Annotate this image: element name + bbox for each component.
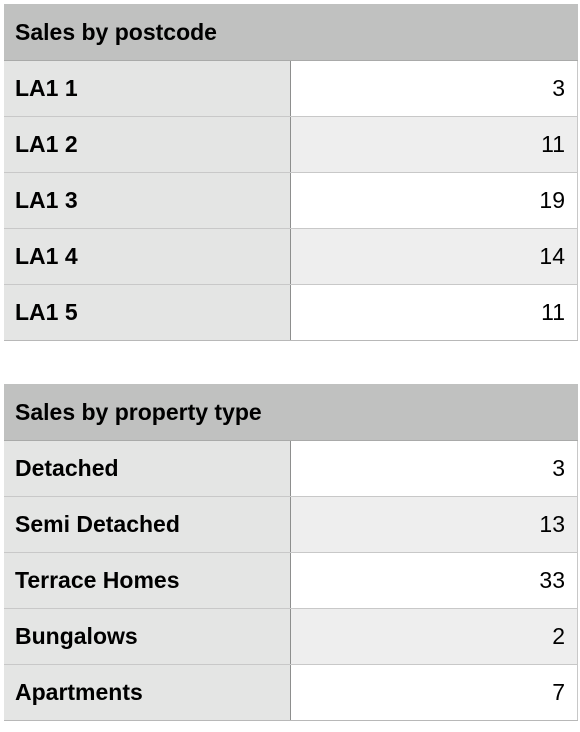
- row-label: LA1 4: [4, 228, 292, 285]
- sales-by-property-type-table: Sales by property type Detached 3 Semi Det…: [4, 384, 578, 721]
- row-label: Terrace Homes: [4, 552, 292, 609]
- table-row: LA1 5 11: [4, 284, 578, 341]
- row-value: 33: [290, 552, 578, 609]
- row-label: LA1 2: [4, 116, 292, 173]
- row-label: LA1 3: [4, 172, 292, 229]
- row-label: Detached: [4, 440, 292, 497]
- row-value: 3: [290, 440, 578, 497]
- table-body: LA1 1 3 LA1 2 11 LA1 3 19 LA1 4 14 LA1 5 11: [4, 60, 578, 341]
- row-value: 2: [290, 608, 578, 665]
- table-title: Sales by postcode: [4, 4, 578, 61]
- row-label: Apartments: [4, 664, 292, 721]
- row-label: Bungalows: [4, 608, 292, 665]
- table-row: Apartments 7: [4, 664, 578, 721]
- row-value: 14: [290, 228, 578, 285]
- row-value: 7: [290, 664, 578, 721]
- table-title: Sales by property type: [4, 384, 578, 441]
- table-row: LA1 4 14: [4, 228, 578, 285]
- table-row: Semi Detached 13: [4, 496, 578, 553]
- row-label: LA1 1: [4, 60, 292, 117]
- table-row: LA1 2 11: [4, 116, 578, 173]
- row-value: 3: [290, 60, 578, 117]
- table-header-row: Sales by postcode: [4, 4, 578, 61]
- table-row: Bungalows 2: [4, 608, 578, 665]
- row-value: 11: [290, 116, 578, 173]
- table-row: LA1 3 19: [4, 172, 578, 229]
- row-label: LA1 5: [4, 284, 292, 341]
- table-row: Terrace Homes 33: [4, 552, 578, 609]
- table-row: Detached 3: [4, 440, 578, 497]
- row-label: Semi Detached: [4, 496, 292, 553]
- table-header-row: Sales by property type: [4, 384, 578, 441]
- table-body: Detached 3 Semi Detached 13 Terrace Homes 33 B…: [4, 440, 578, 721]
- sales-by-postcode-table: Sales by postcode LA1 1 3 LA1 2 11 LA1 3 19 LA…: [4, 4, 578, 341]
- row-value: 11: [290, 284, 578, 341]
- row-value: 13: [290, 496, 578, 553]
- row-value: 19: [290, 172, 578, 229]
